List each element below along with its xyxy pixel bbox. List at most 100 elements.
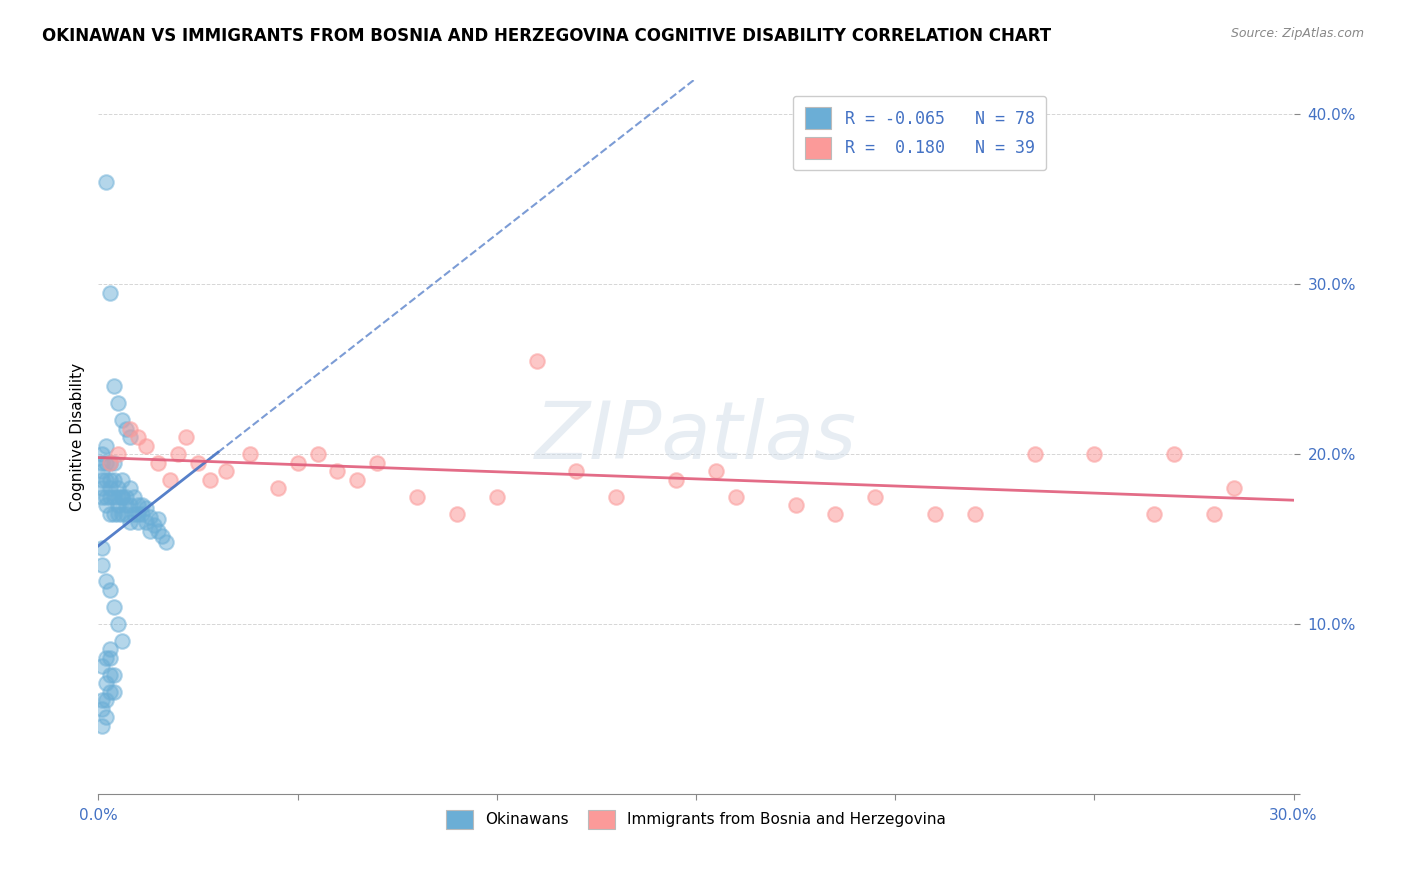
Point xyxy=(91,464,114,478)
Point xyxy=(103,379,125,393)
Point xyxy=(107,447,129,461)
Point xyxy=(111,490,134,504)
Point xyxy=(150,528,173,542)
Point xyxy=(103,685,125,699)
Point xyxy=(96,676,118,690)
Point xyxy=(605,490,627,504)
Point xyxy=(111,490,134,504)
Point xyxy=(107,617,129,632)
Point xyxy=(1163,447,1185,461)
Point xyxy=(91,558,114,572)
Point xyxy=(135,439,157,453)
Y-axis label: Cognitive Disability: Cognitive Disability xyxy=(69,363,84,511)
Point xyxy=(107,507,129,521)
Point xyxy=(127,498,149,512)
Point xyxy=(98,456,122,470)
Point xyxy=(96,439,118,453)
Point xyxy=(111,634,134,648)
Point xyxy=(98,685,122,699)
Point xyxy=(155,535,177,549)
Text: OKINAWAN VS IMMIGRANTS FROM BOSNIA AND HERZEGOVINA COGNITIVE DISABILITY CORRELAT: OKINAWAN VS IMMIGRANTS FROM BOSNIA AND H… xyxy=(42,27,1052,45)
Point xyxy=(103,507,125,521)
Point xyxy=(107,490,129,504)
Point xyxy=(406,490,429,504)
Point xyxy=(96,651,118,665)
Point xyxy=(287,456,309,470)
Point xyxy=(127,430,149,444)
Point xyxy=(111,413,134,427)
Point xyxy=(96,490,118,504)
Point xyxy=(565,464,588,478)
Point xyxy=(91,541,114,555)
Point xyxy=(103,490,125,504)
Point xyxy=(267,481,290,495)
Point xyxy=(96,456,118,470)
Point xyxy=(446,507,468,521)
Point xyxy=(96,473,118,487)
Point xyxy=(96,498,118,512)
Point xyxy=(98,582,122,597)
Point xyxy=(135,501,157,516)
Point xyxy=(124,490,146,504)
Point xyxy=(98,651,122,665)
Point xyxy=(91,719,114,733)
Point xyxy=(963,507,986,521)
Point xyxy=(107,498,129,512)
Point xyxy=(98,456,122,470)
Point xyxy=(526,353,548,368)
Point xyxy=(115,507,138,521)
Point xyxy=(124,507,146,521)
Point xyxy=(120,515,142,529)
Point xyxy=(1083,447,1105,461)
Point xyxy=(239,447,262,461)
Point xyxy=(98,507,122,521)
Point xyxy=(326,464,349,478)
Text: Source: ZipAtlas.com: Source: ZipAtlas.com xyxy=(1230,27,1364,40)
Point xyxy=(120,430,142,444)
Point xyxy=(1143,507,1166,521)
Point xyxy=(120,421,142,435)
Point xyxy=(131,498,153,512)
Point xyxy=(91,659,114,673)
Point xyxy=(127,515,149,529)
Text: ZIPatlas: ZIPatlas xyxy=(534,398,858,476)
Point xyxy=(96,693,118,707)
Point xyxy=(115,498,138,512)
Point xyxy=(98,668,122,682)
Point xyxy=(98,481,122,495)
Point xyxy=(103,456,125,470)
Point xyxy=(924,507,946,521)
Point xyxy=(215,464,238,478)
Point xyxy=(724,490,747,504)
Point xyxy=(346,473,368,487)
Point xyxy=(98,473,122,487)
Point xyxy=(307,447,329,461)
Point xyxy=(111,507,134,521)
Point xyxy=(159,473,181,487)
Point xyxy=(785,498,807,512)
Point xyxy=(91,473,114,487)
Point xyxy=(91,693,114,707)
Point xyxy=(198,473,221,487)
Point xyxy=(111,473,134,487)
Point xyxy=(131,507,153,521)
Point xyxy=(127,507,149,521)
Point xyxy=(174,430,197,444)
Point xyxy=(103,473,125,487)
Point xyxy=(107,396,129,410)
Point xyxy=(115,421,138,435)
Point xyxy=(139,510,162,524)
Point xyxy=(167,447,190,461)
Point xyxy=(91,456,114,470)
Point xyxy=(148,511,170,525)
Point xyxy=(1024,447,1046,461)
Point xyxy=(1223,481,1246,495)
Point xyxy=(98,642,122,657)
Point xyxy=(98,490,122,504)
Point xyxy=(139,524,162,538)
Point xyxy=(366,456,388,470)
Point xyxy=(824,507,846,521)
Point xyxy=(665,473,688,487)
Point xyxy=(120,498,142,512)
Point xyxy=(91,481,114,495)
